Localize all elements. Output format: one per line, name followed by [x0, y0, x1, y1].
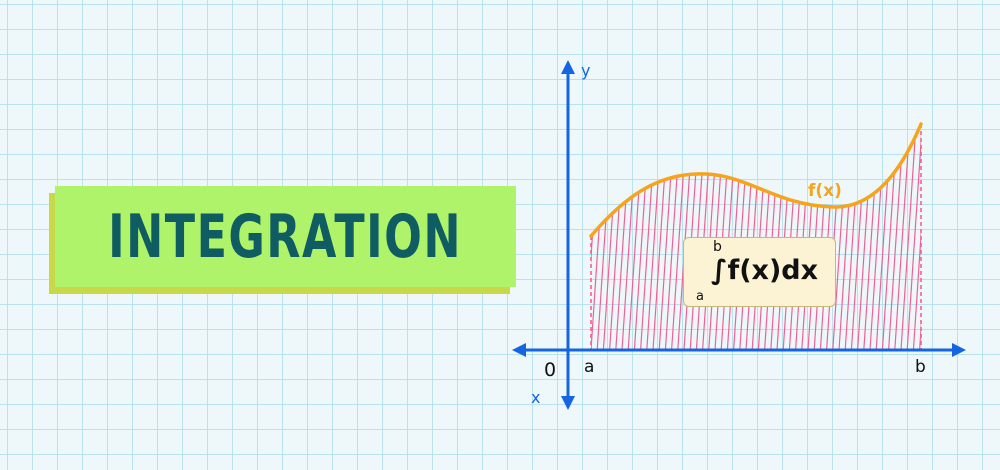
hatch-line — [938, 110, 954, 350]
curve-label: f(x) — [808, 181, 842, 201]
page-title: INTEGRATION — [108, 201, 463, 272]
hatch-line — [951, 110, 967, 350]
hatch-line — [906, 124, 921, 350]
hatch-line — [932, 110, 948, 350]
title-banner: INTEGRATION — [55, 186, 516, 287]
formula-expression: ∫f(x)dx — [711, 255, 819, 286]
origin-label: 0 — [544, 359, 556, 381]
y-axis-down-arrow-icon — [561, 396, 575, 410]
x-axis-label: x — [531, 388, 540, 407]
integral-formula-box: b ∫f(x)dx a — [683, 237, 836, 307]
hatch-line — [926, 110, 942, 350]
hatch-line — [912, 124, 921, 350]
hatch-line — [957, 110, 973, 350]
y-axis-label: y — [581, 61, 590, 80]
upper-limit-axis-label: b — [915, 357, 926, 377]
hatch-line — [591, 124, 596, 350]
x-axis-left-arrow-icon — [512, 343, 526, 357]
formula-lower-limit: a — [696, 289, 704, 304]
hatch-line — [900, 124, 918, 350]
function-curve — [589, 122, 923, 238]
lower-limit-axis-label: a — [584, 357, 594, 377]
y-axis-up-arrow-icon — [561, 60, 575, 74]
x-axis-right-arrow-icon — [952, 343, 966, 357]
hatch-line — [919, 124, 921, 350]
hatch-line — [572, 110, 588, 350]
hatch-line — [944, 110, 960, 350]
formula-upper-limit: b — [713, 239, 722, 255]
